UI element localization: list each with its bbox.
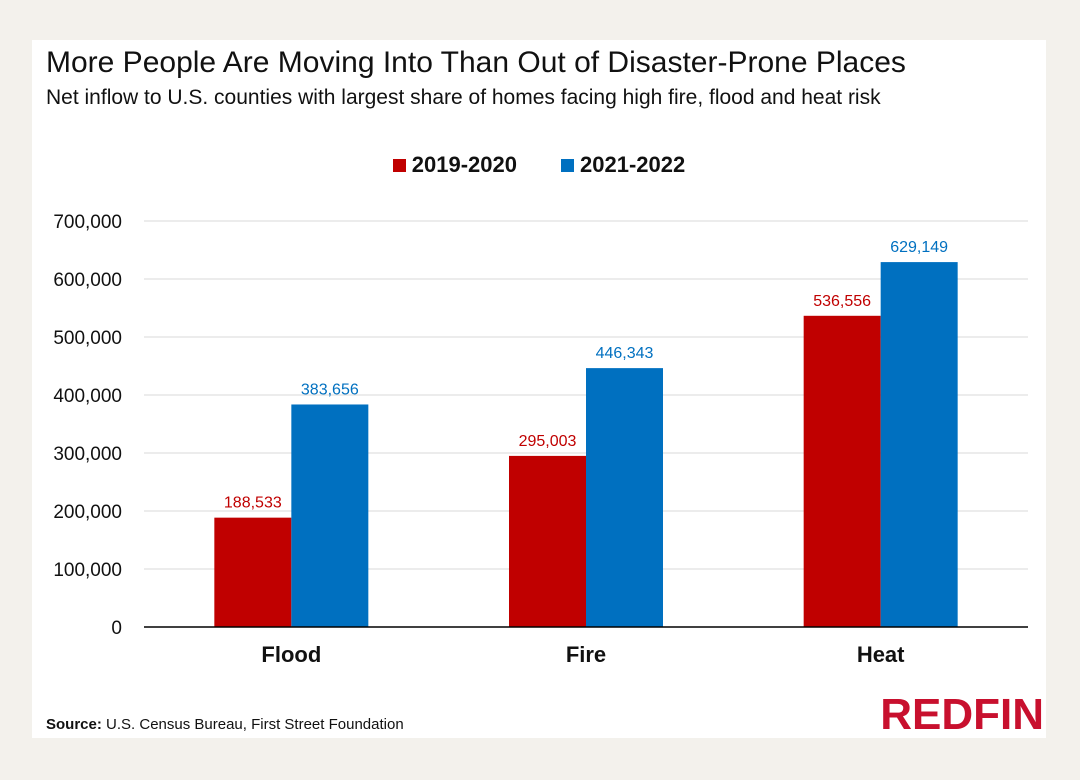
y-tick-label: 500,000	[53, 328, 122, 349]
legend-label-2021-2022: 2021-2022	[580, 152, 686, 177]
legend: 2019-2020 2021-2022	[32, 152, 1046, 178]
source-label: Source:	[46, 716, 102, 733]
bar-chart: 0 100,000 200,000 300,000 400,000 500,000 600,…	[53, 212, 1028, 667]
y-tick-label: 400,000	[53, 386, 122, 407]
x-tick-label: Fire	[566, 642, 606, 667]
bar	[291, 404, 369, 627]
legend-item-2019-2020: 2019-2020	[392, 152, 517, 178]
redfin-logo: REDFIN	[880, 690, 1044, 739]
y-tick-label: 100,000	[53, 560, 122, 581]
data-label: 188,533	[224, 495, 282, 512]
y-tick-label: 600,000	[53, 270, 122, 291]
y-tick-label: 300,000	[53, 444, 122, 465]
chart-card: More People Are Moving Into Than Out of …	[32, 40, 1046, 739]
legend-swatch-2019-2020	[392, 158, 406, 172]
source-note: Source: U.S. Census Bureau, First Street…	[46, 716, 404, 733]
legend-item-2021-2022: 2021-2022	[561, 152, 685, 178]
data-label: 629,149	[890, 239, 948, 256]
bar	[586, 368, 663, 627]
legend-label-2019-2020: 2019-2020	[411, 152, 517, 177]
y-tick-label: 700,000	[53, 212, 122, 233]
data-label: 383,656	[301, 381, 359, 398]
bar	[214, 517, 292, 627]
chart-title: More People Are Moving Into Than Out of …	[46, 46, 906, 79]
y-tick-label: 0	[111, 618, 122, 639]
data-label: 295,003	[519, 433, 577, 450]
source-text: U.S. Census Bureau, First Street Foundat…	[106, 716, 404, 733]
x-tick-label: Heat	[857, 642, 905, 667]
bar	[509, 455, 586, 627]
bar	[803, 315, 881, 627]
y-tick-label: 200,000	[53, 502, 122, 523]
data-label: 446,343	[596, 345, 654, 362]
x-tick-label: Flood	[261, 642, 321, 667]
data-label: 536,556	[813, 293, 871, 310]
bar	[880, 262, 958, 627]
legend-swatch-2021-2022	[561, 158, 574, 172]
chart-subtitle: Net inflow to U.S. counties with largest…	[46, 86, 881, 109]
